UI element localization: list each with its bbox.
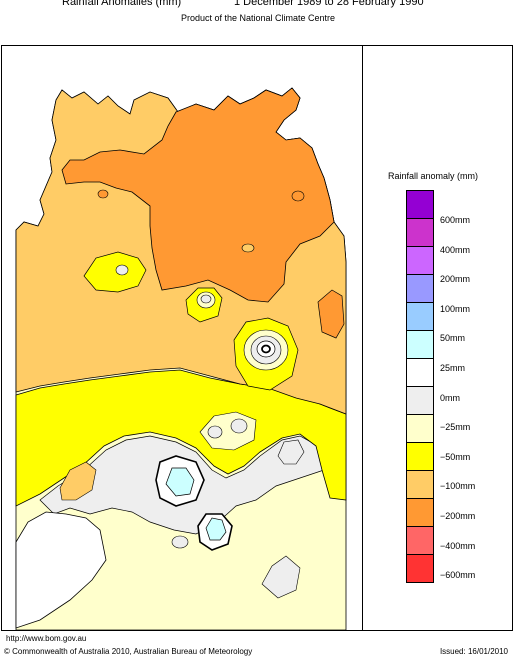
zone-minus100 bbox=[15, 369, 347, 507]
legend-swatch bbox=[406, 218, 434, 247]
legend-swatch bbox=[406, 358, 434, 387]
legend-label: 100mm bbox=[440, 303, 471, 314]
zone-grey-east-mid bbox=[277, 439, 305, 465]
zone-25-south-a bbox=[165, 467, 195, 497]
zone-minus100-west bbox=[83, 251, 147, 293]
frame-divider bbox=[362, 45, 363, 631]
island-a bbox=[97, 189, 109, 199]
legend-swatch bbox=[406, 498, 434, 527]
zone-25-south-b bbox=[205, 517, 227, 541]
legend-swatch bbox=[406, 470, 434, 499]
legend-swatch bbox=[406, 274, 434, 303]
legend-label: 200mm bbox=[440, 274, 471, 285]
subtitle: Product of the National Climate Centre bbox=[180, 13, 336, 23]
zone-grey-mid-a bbox=[207, 425, 223, 439]
map-frame bbox=[1, 45, 513, 631]
legend-swatch bbox=[406, 386, 434, 415]
legend-swatch bbox=[406, 190, 434, 219]
legend-swatch bbox=[406, 554, 434, 583]
island-c bbox=[241, 243, 255, 253]
legend-label: −50mm bbox=[440, 451, 471, 462]
zone-minus200-west bbox=[59, 461, 97, 501]
legend-label: 400mm bbox=[440, 244, 471, 255]
legend-swatch bbox=[406, 330, 434, 359]
legend-swatch bbox=[406, 442, 434, 471]
legend-swatch bbox=[406, 302, 434, 331]
map-title: Rainfall Anomalies (mm) 1 December 1989 … bbox=[0, 0, 516, 10]
period-text: 1 December 1989 to 28 February 1990 bbox=[234, 0, 424, 8]
legend-label: 600mm bbox=[440, 215, 471, 225]
legend-swatch bbox=[406, 414, 434, 443]
legend-swatch bbox=[406, 526, 434, 555]
zone-white-centre bbox=[200, 294, 212, 304]
legend-swatch bbox=[406, 246, 434, 275]
legend-label: −400mm bbox=[440, 540, 476, 551]
zone-grey-se bbox=[261, 555, 301, 599]
island-b bbox=[291, 190, 305, 202]
legend-label: 0mm bbox=[440, 392, 460, 403]
title-text: Rainfall Anomalies (mm) bbox=[62, 0, 182, 8]
legend-label: −600mm bbox=[440, 570, 476, 581]
zone-zero-sw bbox=[15, 511, 107, 629]
legend-title: Rainfall anomaly (mm) bbox=[388, 171, 479, 181]
zone-core-east bbox=[261, 344, 271, 354]
anomaly-map bbox=[15, 87, 347, 630]
zone-minus400 bbox=[61, 87, 335, 303]
legend-label: 50mm bbox=[440, 333, 466, 344]
legend-label: −200mm bbox=[440, 511, 476, 521]
zone-grey-mid-b bbox=[230, 418, 248, 434]
legend-label: −25mm bbox=[440, 422, 471, 433]
legend-label: −100mm bbox=[440, 481, 476, 492]
issued-date: Issued: 16/01/2010 bbox=[439, 647, 508, 656]
zone-grey-s-small bbox=[171, 535, 189, 549]
legend-label: 25mm bbox=[440, 363, 466, 373]
zone-minus400-east bbox=[317, 289, 345, 339]
copyright-text: © Commonwealth of Australia 2010, Austra… bbox=[4, 647, 253, 656]
legend bbox=[406, 190, 434, 583]
footer-url[interactable]: http://www.bom.gov.au bbox=[6, 634, 87, 643]
zone-grey-west bbox=[115, 264, 129, 276]
